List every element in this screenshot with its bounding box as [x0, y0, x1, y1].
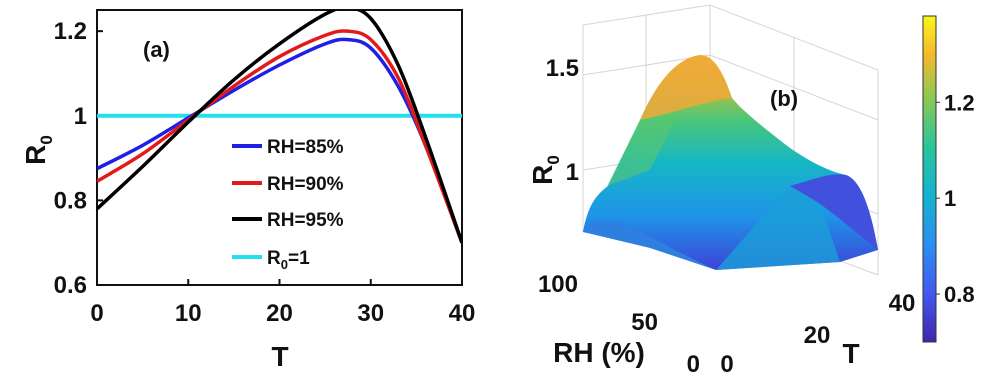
legend-label-rh95: RH=95% — [267, 210, 344, 231]
panel-a-line-chart: 0.6 0.8 1 1.2 0 10 20 30 40 (a) RH=85% RH=90% R… — [20, 9, 475, 372]
panel-b-y-axis-label: RH (%) — [553, 337, 645, 368]
panel-b-surface-chart: 1.5 1 100 50 0 0 20 40 RH (%) T R0 (b) — [527, 4, 916, 378]
panel-a-y-tick-label: 1 — [74, 103, 87, 130]
panel-a-y-tick-label: 0.6 — [54, 272, 87, 299]
panel-b-z-tick-1-5: 1.5 — [546, 55, 579, 82]
panel-b-y-tick-50: 50 — [631, 309, 658, 336]
colorbar-ticks: 0.8 1 1.2 — [936, 90, 975, 307]
panel-b-x-tick-0: 0 — [720, 351, 733, 378]
panel-b-label: (b) — [770, 86, 798, 111]
panel-b-z-tick-1: 1 — [566, 159, 579, 186]
colorbar-tick-label: 1.2 — [944, 90, 975, 115]
panel-a-label: (a) — [143, 37, 170, 62]
panel-a-x-tick-label: 10 — [175, 300, 202, 327]
legend-r0-subscript: 0 — [281, 257, 288, 272]
panel-b-surface-shade-1 — [607, 110, 680, 186]
series-line-rh90 — [97, 29, 462, 244]
panel-b-surface-right-fold — [790, 174, 878, 250]
panel-a-y-tick-label: 1.2 — [54, 18, 87, 45]
panel-a-series-lines — [97, 10, 462, 244]
panel-b-z-label-main: R — [527, 165, 558, 185]
panel-a-legend: RH=85% RH=90% RH=95% R0=1 — [232, 137, 344, 272]
panel-b-z-label-subscript: 0 — [544, 155, 563, 164]
colorbar-tick-label: 1 — [944, 186, 956, 211]
panel-b-x-tick-20: 20 — [804, 322, 831, 349]
panel-b-x-axis-label: T — [842, 338, 859, 369]
panel-a-x-tick-label: 40 — [449, 300, 476, 327]
panel-a-x-axis-label: T — [271, 341, 288, 372]
panel-a-y-label-main: R — [20, 145, 51, 165]
legend-r0-suffix: =1 — [288, 248, 310, 269]
panel-a-x-tick-label: 0 — [90, 300, 103, 327]
colorbar-gradient — [922, 15, 937, 343]
panel-b-surface-front-slope — [716, 186, 840, 270]
panel-b-surface-left-edge — [583, 208, 716, 270]
panel-a-y-label-subscript: 0 — [37, 135, 56, 144]
colorbar: 0.8 1 1.2 — [922, 15, 975, 343]
panel-b-y-tick-0: 0 — [687, 351, 700, 378]
legend-label-rh85: RH=85% — [267, 137, 344, 158]
panel-b-surface-peak — [640, 55, 732, 120]
series-line-rh95 — [97, 10, 462, 244]
panel-b-x-tick-40: 40 — [889, 290, 916, 317]
panel-a-y-axis-label: R0 — [20, 135, 56, 165]
panel-a-x-tick-label: 30 — [357, 300, 384, 327]
legend-r0-prefix: R — [267, 248, 281, 269]
panel-b-z-axis-label: R0 — [527, 155, 563, 185]
legend-label-r0-1: R0=1 — [267, 248, 310, 272]
panel-b-y-tick-100: 100 — [538, 271, 578, 298]
panel-a-x-ticks: 0 10 20 30 40 — [90, 279, 475, 327]
panel-a-y-tick-label: 0.8 — [54, 187, 87, 214]
colorbar-tick-label: 0.8 — [944, 282, 975, 307]
panel-a-y-ticks: 0.6 0.8 1 1.2 — [54, 18, 103, 299]
legend-label-rh90: RH=90% — [267, 174, 344, 195]
panel-a-x-tick-label: 20 — [266, 300, 293, 327]
